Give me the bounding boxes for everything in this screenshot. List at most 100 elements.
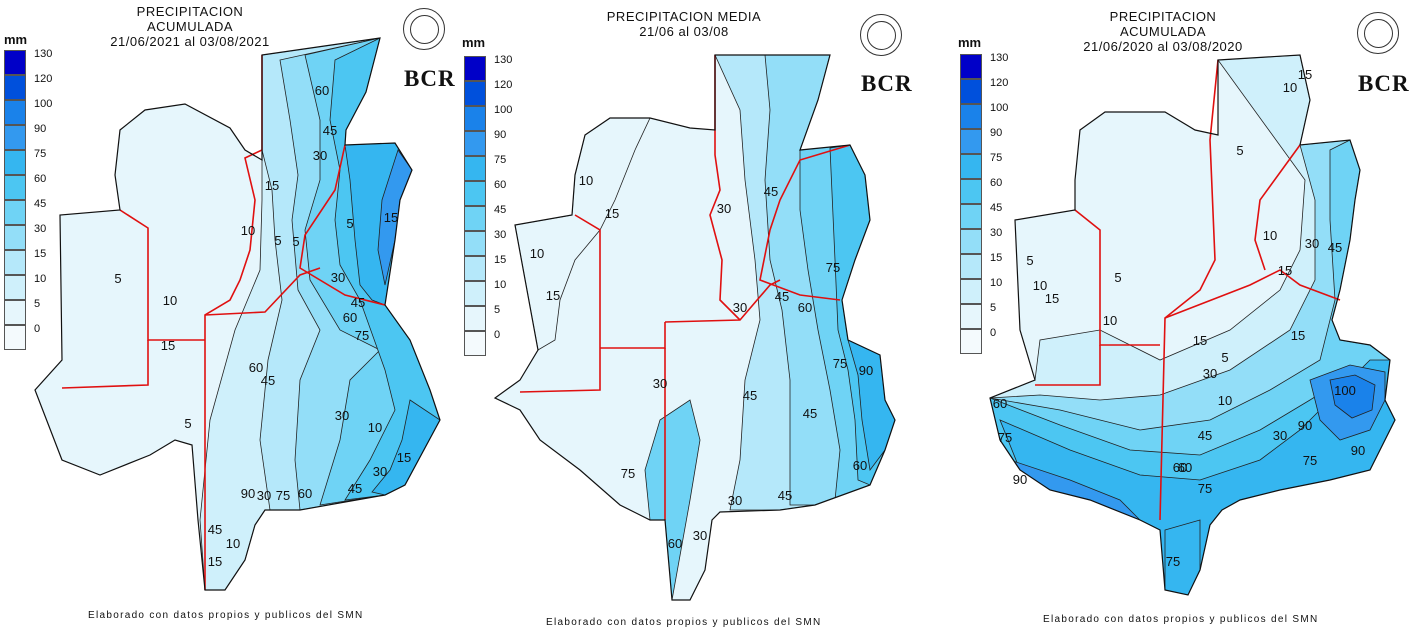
contour-band: [1329, 374, 1376, 419]
unit-label: mm: [958, 35, 982, 50]
contour-label: 30: [693, 528, 707, 543]
legend-swatch: [464, 306, 486, 331]
contour-label: 90: [241, 486, 255, 501]
legend-label: 120: [494, 79, 513, 91]
legend-label: 45: [494, 204, 507, 216]
contour-label: 45: [1198, 428, 1212, 443]
map-outline: [34, 37, 441, 591]
map-outline: [989, 54, 1396, 596]
contour-label: 75: [1303, 453, 1317, 468]
contour-label: 10: [1263, 228, 1277, 243]
legend-swatch: [4, 175, 26, 200]
legend-swatch: [960, 304, 982, 329]
contour-label: 5: [346, 216, 353, 231]
contour-label: 30: [733, 300, 747, 315]
contour-label: 5: [292, 234, 299, 249]
contour-label: 10: [1033, 278, 1047, 293]
legend-swatch: [960, 229, 982, 254]
province-border: [61, 340, 149, 389]
contour-label: 45: [778, 488, 792, 503]
legend-swatch: [464, 56, 486, 81]
legend-swatch: [960, 154, 982, 179]
legend-swatch: [464, 106, 486, 131]
map-title-line: PRECIPITACION MEDIA: [606, 9, 762, 24]
legend-swatch: [960, 329, 982, 354]
legend-label: 120: [34, 73, 53, 85]
contour-label: 90: [859, 363, 873, 378]
legend-label: 15: [494, 254, 507, 266]
bcr-seal-icon: [1357, 12, 1399, 54]
map-panel-2: PRECIPITACION MEDIA 21/06 al 03/08 mm 13…: [462, 0, 948, 634]
contour-label: 10: [163, 293, 177, 308]
legend-label: 60: [494, 179, 507, 191]
contour-label: 75: [1198, 481, 1212, 496]
contour-label: 45: [323, 123, 337, 138]
contour-label: 45: [775, 289, 789, 304]
contour-label: 45: [743, 388, 757, 403]
legend-swatch: [464, 206, 486, 231]
map-title-line: PRECIPITACION ACUMULADA: [136, 4, 244, 34]
legend-swatch: [4, 50, 26, 75]
footer-note: Elaborado con datos propios y publicos d…: [88, 610, 364, 621]
legend-label: 45: [990, 202, 1003, 214]
contour-label: 10: [1283, 80, 1297, 95]
legend-swatch: [4, 75, 26, 100]
province-border: [759, 144, 851, 301]
legend-swatch: [464, 131, 486, 156]
contour-label: 30: [1203, 366, 1217, 381]
province-border: [1074, 209, 1160, 346]
contour-label: 30: [313, 148, 327, 163]
contour-label: 5: [1236, 143, 1243, 158]
unit-label: mm: [4, 32, 28, 47]
contour-label: 60: [249, 360, 263, 375]
unit-label: mm: [462, 35, 486, 50]
legend-label: 75: [990, 152, 1003, 164]
map-outline: [493, 54, 896, 601]
legend-swatch: [960, 279, 982, 304]
legend-swatch: [4, 125, 26, 150]
map-subtitle: 21/06 al 03/08: [639, 24, 729, 39]
contour-label: 60: [1178, 460, 1192, 475]
legend-swatch: [960, 179, 982, 204]
contour-label: 60: [343, 310, 357, 325]
contour-label: 30: [373, 464, 387, 479]
contour-label: 45: [261, 373, 275, 388]
contour-label: 75: [833, 356, 847, 371]
legend-label: 5: [34, 298, 41, 310]
legend-swatch: [464, 256, 486, 281]
contour-label: 15: [1045, 291, 1059, 306]
legend-label: 10: [990, 277, 1003, 289]
contour-label: 15: [397, 450, 411, 465]
legend-swatch: [4, 275, 26, 300]
contour-label: 15: [384, 210, 398, 225]
legend-swatch: [464, 156, 486, 181]
bcr-logo: BCR: [861, 71, 913, 96]
contour-label: 75: [826, 260, 840, 275]
contour-label: 10: [1103, 313, 1117, 328]
legend-swatch: [464, 281, 486, 306]
legend-label: 0: [494, 329, 501, 341]
bcr-seal-icon: [403, 8, 445, 50]
contour-label: 15: [1193, 333, 1207, 348]
province-border: [204, 55, 263, 590]
map-title-line: PRECIPITACION ACUMULADA: [1109, 9, 1217, 39]
legend-label: 30: [34, 223, 47, 235]
province-border: [709, 55, 741, 321]
contour-label: 75: [355, 328, 369, 343]
precipitation-map: 10 15 10 15 30 45 45 75 30 45 60 75 90 30 45 60 75 30 45 60…: [493, 54, 896, 601]
contour-label: 15: [265, 178, 279, 193]
legend-swatch: [960, 79, 982, 104]
contour-label: 75: [276, 488, 290, 503]
contour-label: 30: [257, 488, 271, 503]
legend-label: 60: [34, 173, 47, 185]
contour-label: 10: [1218, 393, 1232, 408]
legend-swatch: [4, 100, 26, 125]
legend-label: 30: [990, 227, 1003, 239]
contour-label: 30: [331, 270, 345, 285]
map-title: PRECIPITACION ACUMULADA 21/06/2020 al 03…: [1073, 9, 1253, 54]
legend-swatch: [960, 204, 982, 229]
legend-label: 15: [990, 252, 1003, 264]
map-subtitle: 21/06/2021 al 03/08/2021: [110, 34, 270, 49]
legend-label: 100: [990, 102, 1009, 114]
